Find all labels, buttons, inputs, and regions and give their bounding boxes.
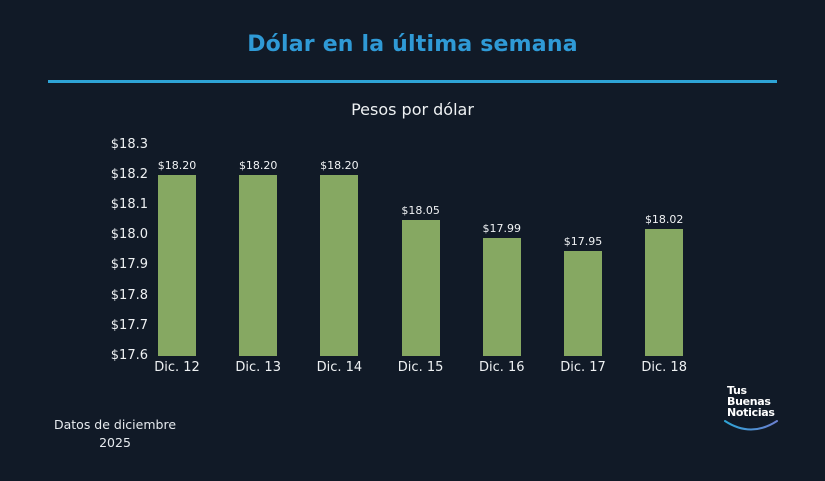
bar: [320, 175, 359, 356]
bar-value-label: $18.20: [238, 159, 278, 173]
logo-text: Noticias: [727, 406, 775, 419]
bar: [564, 250, 602, 356]
y-tick: $18.2: [110, 167, 148, 182]
x-tick: Dic. 12: [154, 360, 200, 375]
bar: [482, 238, 521, 356]
bar: [645, 229, 684, 356]
bar-value-label: $18.05: [401, 204, 440, 218]
x-tick: Dic. 18: [641, 360, 687, 375]
y-tick: $18.1: [110, 197, 148, 212]
bar-value-label: $18.20: [320, 159, 359, 173]
data-source-note: Datos de diciembre 2025: [40, 416, 190, 452]
bar-value-label: $18.20: [157, 159, 197, 173]
bar-value-label: $17.99: [482, 222, 522, 236]
x-tick: Dic. 17: [560, 360, 606, 375]
chart-title: Dólar en la última semana: [247, 32, 578, 57]
brand-logo: Tus Buenas Noticias: [727, 385, 787, 418]
note-line: Datos de diciembre: [53, 417, 177, 432]
x-tick: Dic. 16: [479, 360, 525, 375]
bar: [158, 175, 196, 356]
chart-subtitle: Pesos por dólar: [351, 100, 474, 119]
x-tick: Dic. 14: [316, 360, 363, 375]
logo-text: Buenas: [727, 395, 771, 408]
x-tick: Dic. 15: [397, 360, 444, 375]
bar: [239, 175, 278, 356]
title-divider: [48, 80, 777, 83]
y-tick: $17.8: [110, 288, 148, 303]
logo-smile-icon: [724, 420, 778, 431]
y-tick: $18.3: [110, 137, 148, 152]
note-line: 2025: [99, 435, 131, 450]
bar: [401, 220, 440, 356]
logo-text: Tus: [727, 384, 747, 397]
y-tick: $18.0: [110, 227, 148, 242]
y-tick: $17.9: [110, 257, 148, 272]
bar-value-label: $18.02: [644, 213, 684, 227]
y-tick: $17.7: [110, 318, 148, 333]
x-tick: Dic. 13: [235, 360, 281, 375]
y-tick: $17.6: [110, 348, 148, 363]
bar-value-label: $17.95: [563, 234, 603, 248]
